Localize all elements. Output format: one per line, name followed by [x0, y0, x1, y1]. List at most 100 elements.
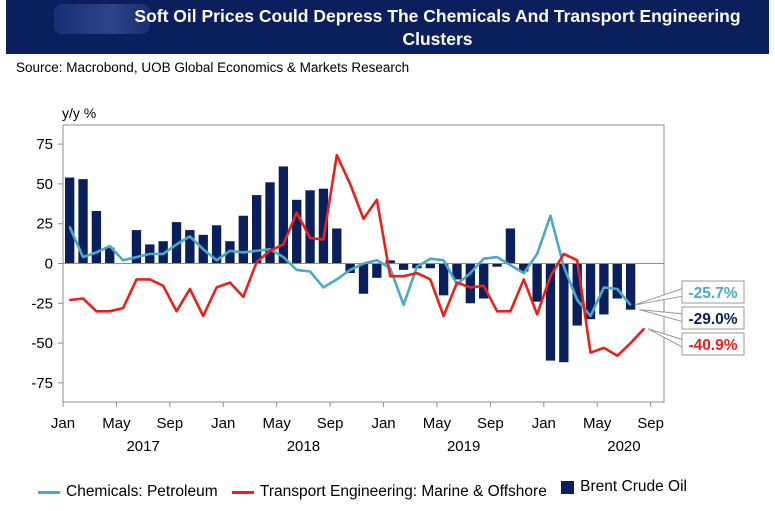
x-tick-label: Sep: [317, 415, 344, 432]
x-tick-label: Sep: [637, 415, 664, 432]
bar-brent: [492, 263, 502, 267]
legend-swatch-chemicals: [38, 490, 60, 494]
year-label: 2018: [287, 438, 320, 455]
bar-brent: [185, 230, 195, 264]
point-transport: [496, 310, 498, 313]
point-chemicals: [549, 214, 552, 217]
point-transport: [603, 347, 605, 349]
legend-label-transport: Transport Engineering: Marine & Offshore: [259, 483, 547, 500]
y-tick-label: 25: [36, 216, 53, 233]
point-chemicals: [282, 256, 285, 258]
point-chemicals: [603, 286, 605, 289]
end-label-chemicals-box: [681, 280, 745, 304]
point-chemicals: [522, 272, 525, 274]
point-chemicals: [122, 259, 124, 262]
bar-brent: [65, 177, 75, 264]
point-chemicals: [295, 269, 298, 271]
y-tick-label: -75: [31, 375, 53, 392]
point-transport: [549, 275, 552, 278]
point-transport: [255, 261, 258, 263]
y-tick-label: 50: [36, 176, 53, 193]
end-label-chemicals: -25.7%: [688, 285, 737, 302]
point-transport: [175, 310, 178, 313]
end-label-transport-box: [681, 332, 745, 356]
point-chemicals: [429, 257, 432, 260]
point-chemicals: [322, 286, 325, 289]
point-transport: [629, 342, 632, 344]
point-transport: [282, 243, 285, 246]
point-chemicals: [202, 248, 205, 250]
source-note: Source: Macrobond, UOB Global Economics …: [16, 60, 410, 75]
point-chemicals: [442, 259, 445, 262]
point-transport: [108, 310, 111, 313]
title-banner: Soft Oil Prices Could Depress The Chemic…: [6, 0, 769, 54]
end-label-transport: -40.9%: [688, 337, 737, 354]
bar-brent: [105, 247, 115, 264]
bar-brent: [318, 188, 329, 264]
x-tick-label: May: [263, 415, 292, 432]
year-label: 2019: [447, 438, 480, 455]
point-chemicals: [416, 265, 418, 268]
bar-brent: [585, 263, 596, 320]
point-chemicals: [482, 257, 485, 260]
bar-brent: [398, 263, 409, 270]
point-transport: [295, 211, 298, 214]
point-chemicals: [309, 270, 311, 273]
point-chemicals: [402, 304, 405, 306]
bar-brent: [519, 263, 529, 272]
bar-brent: [532, 263, 542, 302]
point-chemicals: [616, 288, 619, 290]
y-tick-label: -25: [31, 295, 53, 312]
bar-brent: [452, 263, 462, 280]
point-chemicals: [509, 264, 512, 266]
point-transport: [189, 288, 191, 290]
bar-brent: [238, 215, 248, 264]
point-transport: [376, 199, 378, 201]
point-chemicals: [536, 253, 538, 255]
line-transport: [69, 153, 645, 358]
point-transport: [402, 275, 405, 278]
point-transport: [82, 297, 84, 300]
point-transport: [536, 313, 538, 316]
point-chemicals: [95, 251, 98, 254]
chart-area: y/y % 75 50 25 0 -25 -50 -75 Jan May Sep Jan May Sep J…: [31, 105, 745, 455]
bar-brent: [372, 263, 382, 278]
point-chemicals: [229, 249, 231, 252]
point-chemicals: [149, 253, 151, 255]
point-transport: [215, 286, 218, 289]
legend-swatch-transport: [231, 490, 254, 494]
point-transport: [349, 183, 351, 185]
x-tick-label: May: [583, 415, 612, 432]
year-label: 2017: [126, 438, 159, 455]
point-chemicals: [349, 269, 351, 271]
bar-brent: [385, 260, 395, 264]
point-chemicals: [108, 245, 111, 247]
point-chemicals: [629, 304, 632, 306]
point-transport: [135, 278, 138, 281]
point-chemicals: [175, 243, 178, 246]
bar-brent: [612, 263, 622, 299]
bar-brent: [211, 225, 222, 264]
bar-brent: [505, 228, 516, 264]
bar-brent: [425, 263, 435, 269]
bar-brent: [559, 263, 569, 363]
bar-brent: [479, 263, 489, 299]
point-transport: [522, 278, 525, 281]
point-transport: [616, 355, 619, 357]
end-label-brent-box: [681, 306, 745, 330]
x-tick-label: May: [423, 415, 452, 432]
bar-brent: [332, 228, 342, 264]
point-transport: [429, 278, 432, 281]
point-transport: [416, 272, 418, 274]
point-chemicals: [82, 256, 84, 258]
x-tick-label: Sep: [477, 415, 504, 432]
point-transport: [269, 249, 271, 252]
x-tick-label: Sep: [156, 415, 183, 432]
bar-brent: [131, 230, 142, 264]
y-tick-label: 0: [45, 256, 53, 273]
point-chemicals: [335, 278, 338, 281]
point-transport: [389, 275, 392, 278]
bar-brent: [278, 166, 289, 264]
point-transport: [482, 284, 485, 287]
legend-label-brent: Brent Crude Oil: [580, 478, 687, 495]
